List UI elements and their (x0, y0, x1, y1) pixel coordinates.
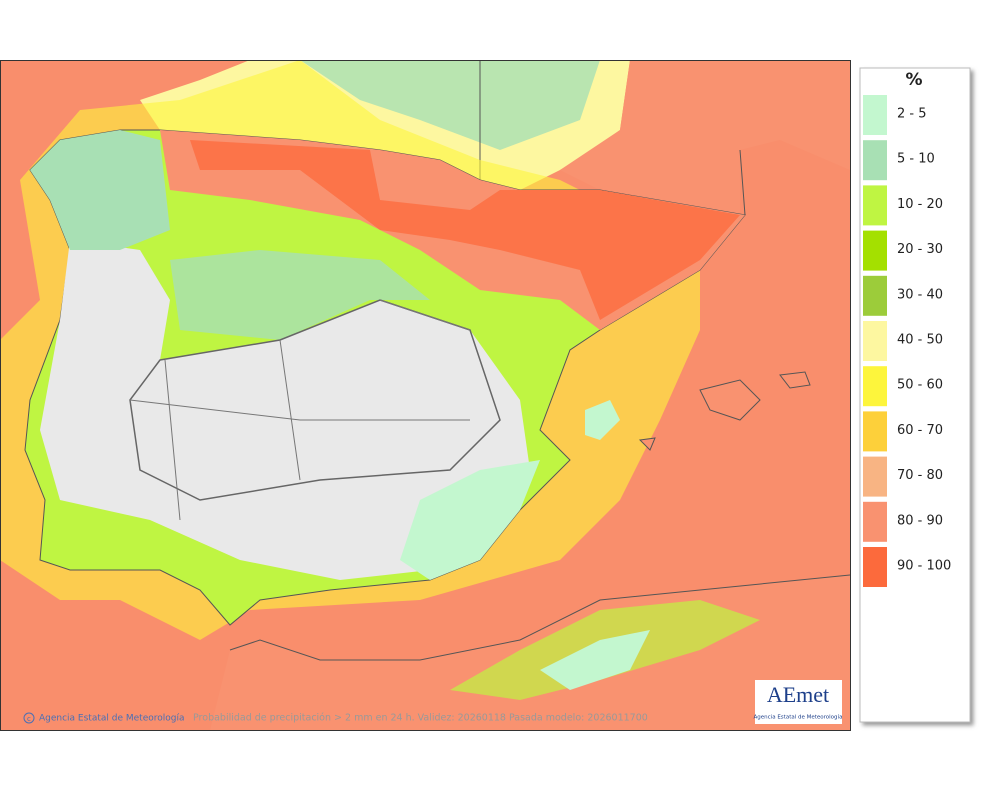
logo-subtitle: Agencia Estatal de Meteorología (754, 714, 843, 721)
probability-zone (560, 60, 850, 215)
map: c Agencia Estatal de Meteorología Probab… (0, 60, 850, 730)
legend-swatch (863, 501, 887, 542)
probability-zone (40, 240, 530, 580)
probability-zone (585, 400, 620, 440)
region-border (129, 299, 471, 521)
legend-label: 60 - 70 (897, 423, 943, 438)
legend-swatch (863, 140, 887, 181)
legend-swatch (863, 95, 887, 135)
caption: Probabilidad de precipitación > 2 mm en … (193, 713, 648, 724)
probability-zone (540, 630, 650, 690)
legend-label: 10 - 20 (897, 197, 943, 212)
coastline (229, 574, 850, 661)
probability-zone (170, 250, 430, 340)
legend-swatch (863, 185, 887, 226)
legend-label: 50 - 60 (897, 378, 943, 393)
map-frame (0, 60, 851, 731)
balearic-islands (638, 371, 811, 451)
legend-swatch (863, 411, 887, 452)
legend-label: 5 - 10 (897, 152, 935, 167)
legend-label: 40 - 50 (897, 333, 943, 348)
legend-swatch (863, 456, 887, 497)
logo: AEmet (767, 682, 829, 707)
legend-title: % (905, 70, 922, 90)
legend-label: 30 - 40 (897, 287, 943, 302)
legend-swatch (863, 366, 887, 407)
logo-box (755, 680, 842, 724)
legend-swatch (863, 275, 887, 316)
probability-zone (190, 140, 740, 320)
legend-swatch (863, 321, 887, 361)
legend-label: 80 - 90 (897, 513, 943, 528)
probability-zone (30, 130, 170, 250)
legend-label: 20 - 30 (897, 242, 943, 257)
legend-label: 70 - 80 (897, 468, 943, 483)
legend-swatch (863, 230, 887, 271)
legend-label: 2 - 5 (897, 107, 927, 122)
legend-swatch (863, 547, 887, 587)
copyright-icon (23, 712, 35, 724)
credit: Agencia Estatal de Meteorología (39, 714, 185, 724)
region-border (129, 299, 501, 501)
legend-label: 90 - 100 (897, 559, 951, 574)
legend: % 2 - 5 5 - 10 10 - 20 20 - 30 30 - 40 40 - 5… (859, 67, 971, 723)
probability-zone (300, 60, 600, 150)
copyright-icon: c (27, 715, 31, 723)
probability-zone (400, 460, 540, 580)
